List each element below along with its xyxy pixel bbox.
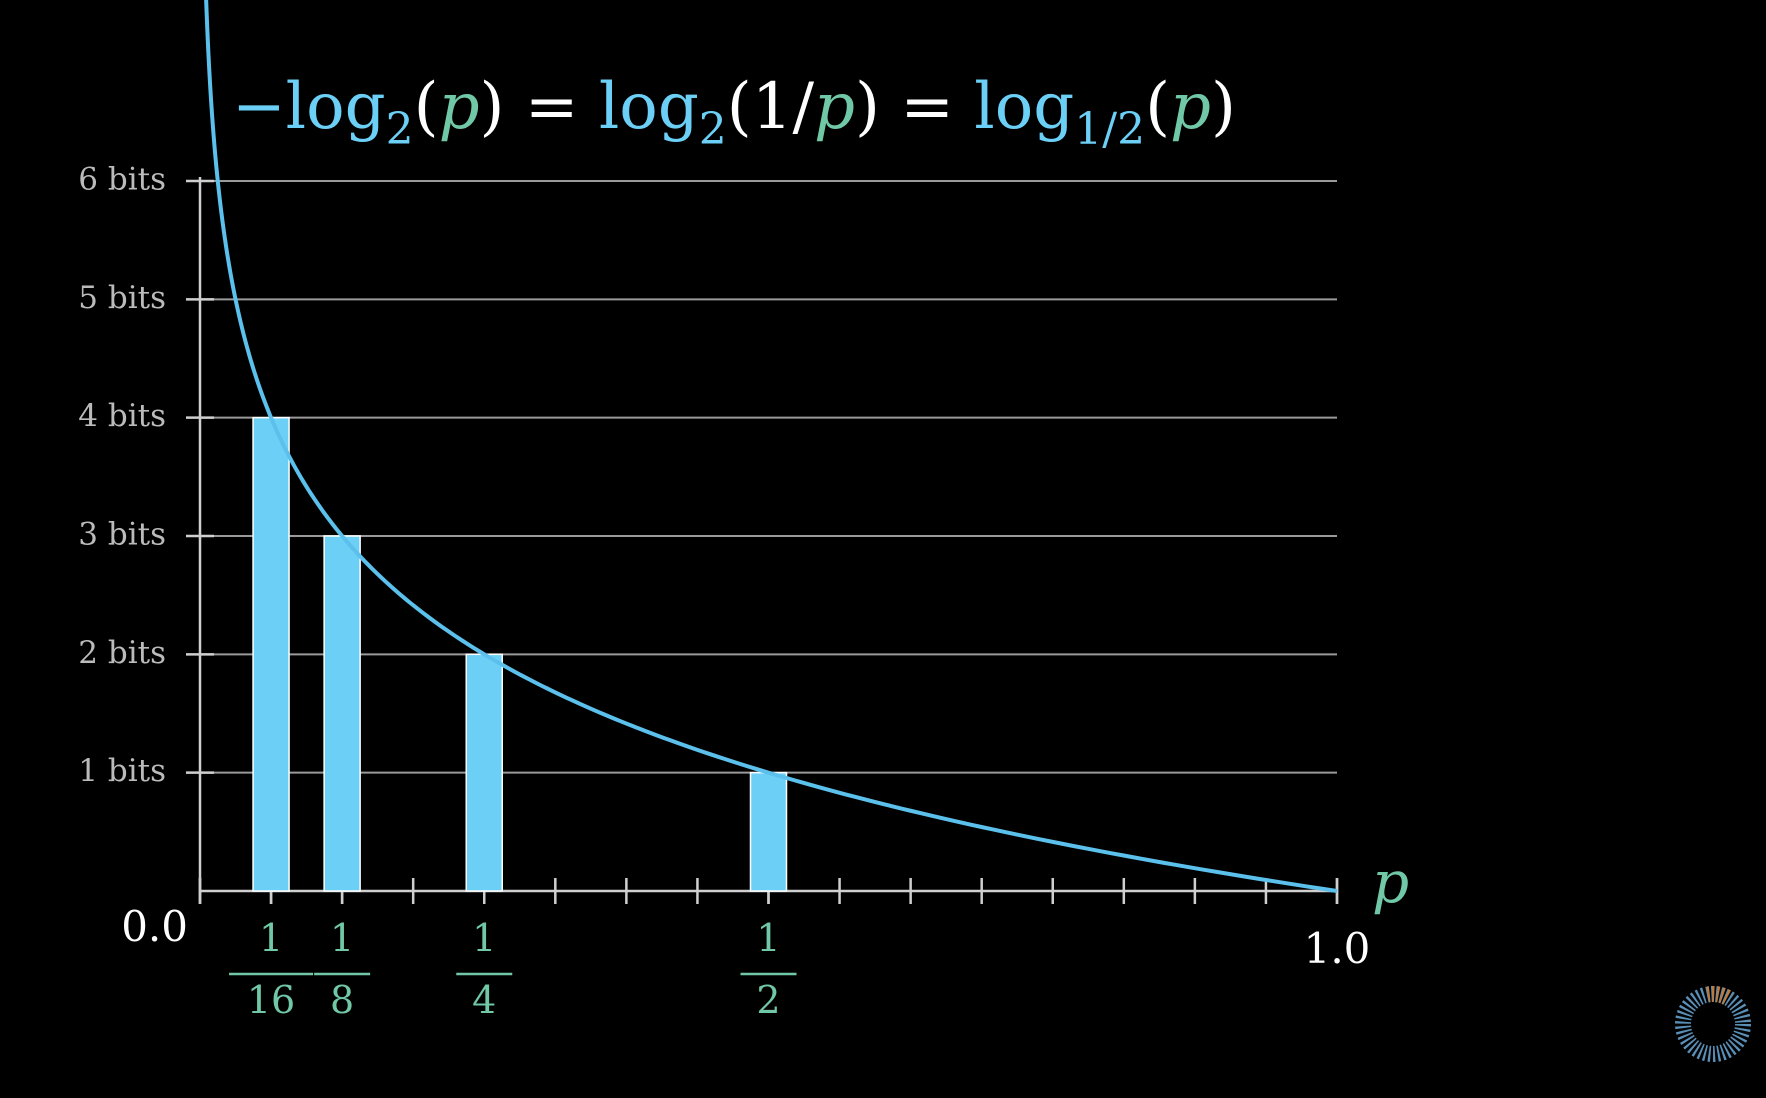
fraction-numerator: 1	[472, 916, 496, 960]
x-tick-label: 1 16	[229, 916, 314, 1022]
title-part: (	[414, 70, 439, 144]
bar	[749, 771, 788, 892]
title-part: log	[974, 70, 1074, 144]
bar	[323, 535, 361, 892]
y-tick-label: 1 bits	[78, 753, 166, 789]
y-tick-label: 6 bits	[78, 162, 166, 198]
y-tick-label: 3 bits	[78, 517, 166, 553]
curve	[204, 0, 1338, 893]
x-axis-label: p	[1372, 848, 1409, 916]
title-part: p	[1170, 70, 1211, 144]
title-part: )	[1211, 70, 1236, 144]
bar	[465, 653, 503, 892]
chart-title: −log2(p) = log2(1/p) = log1/2(p)	[232, 70, 1236, 155]
fraction-numerator: 1	[259, 916, 283, 960]
fraction-numerator: 1	[756, 916, 780, 960]
y-tick-label: 5 bits	[78, 280, 166, 316]
title-part: (	[1145, 70, 1170, 144]
x-tick-label: 0.0	[121, 902, 188, 951]
fraction-numerator: 1	[330, 916, 354, 960]
title-part: −	[232, 70, 286, 144]
title-part: )	[855, 70, 880, 144]
bar	[252, 416, 290, 892]
title-part: 1/2	[1074, 104, 1145, 155]
fraction-denominator: 16	[247, 978, 295, 1022]
title-part: 2	[699, 104, 727, 155]
title-part: )	[480, 70, 505, 144]
y-tick-label: 4 bits	[78, 398, 166, 434]
fraction-denominator: 2	[756, 978, 780, 1022]
x-tick-label: 1 16	[247, 916, 295, 1022]
title-part: (1/	[727, 70, 815, 144]
title-part: p	[814, 70, 855, 144]
loading-spinner	[1675, 986, 1751, 1062]
title-part: 2	[386, 104, 414, 155]
fraction-denominator: 8	[330, 978, 354, 1022]
title-part: log	[599, 70, 699, 144]
title-part: =	[880, 70, 974, 144]
title-part: =	[505, 70, 599, 144]
title-part: log	[286, 70, 386, 144]
title-part: p	[439, 70, 480, 144]
fraction-denominator: 4	[472, 978, 496, 1022]
y-tick-label: 2 bits	[78, 635, 166, 671]
x-tick-label: 1.0	[1304, 924, 1371, 973]
